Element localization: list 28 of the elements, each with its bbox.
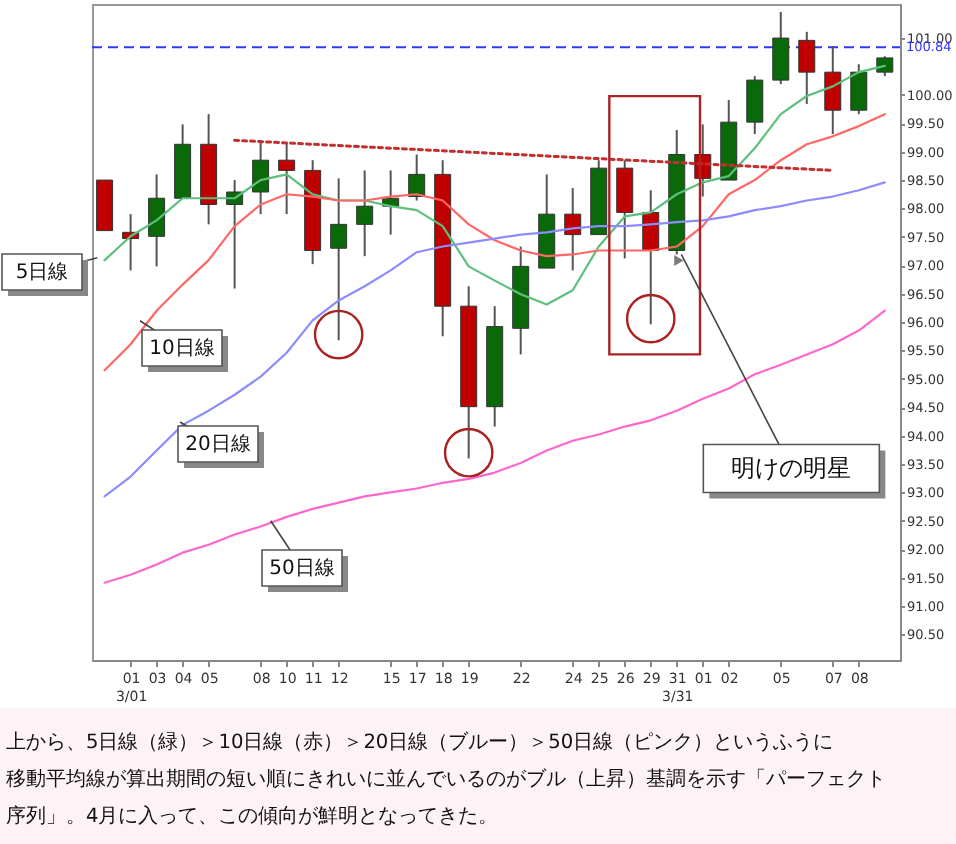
series-label: 5日線: [15, 262, 69, 284]
line-series: [103, 181, 886, 498]
candlestick: [330, 177, 348, 342]
candlestick: [252, 139, 270, 216]
series-label: 20日線: [185, 434, 251, 456]
candlestick: [824, 45, 842, 136]
candlestick: [408, 153, 426, 202]
candlestick: [850, 63, 868, 116]
point: [443, 427, 494, 478]
point: [625, 293, 676, 344]
line-series: [103, 113, 886, 372]
candlestick: [746, 75, 764, 136]
candlestick: [772, 10, 790, 86]
line-series: [103, 309, 886, 584]
candlestick: [798, 30, 816, 105]
series-label: 10日線: [149, 338, 215, 360]
candlestick: [876, 55, 894, 78]
point: [313, 309, 364, 360]
candlestick: [564, 187, 582, 272]
series-label: 50日線: [269, 558, 335, 580]
annotation: 明けの明星: [731, 454, 852, 483]
candlestick: [148, 173, 166, 268]
text: 上から、5日線（緑）＞10日線（赤）＞20日線（ブルー）＞50日線（ピンク）というふうに: [6, 730, 834, 754]
text: 移動平均線が算出期間の短い順にきれいに並んでいるのがブル（上昇）基調を示す「パーフェクト: [6, 767, 886, 791]
candlestick: [278, 141, 296, 216]
candlestick: [616, 159, 634, 260]
candlestick: [356, 169, 374, 258]
text: 序列」。4月に入って、この傾向が鮮明となってきた。: [6, 804, 499, 828]
